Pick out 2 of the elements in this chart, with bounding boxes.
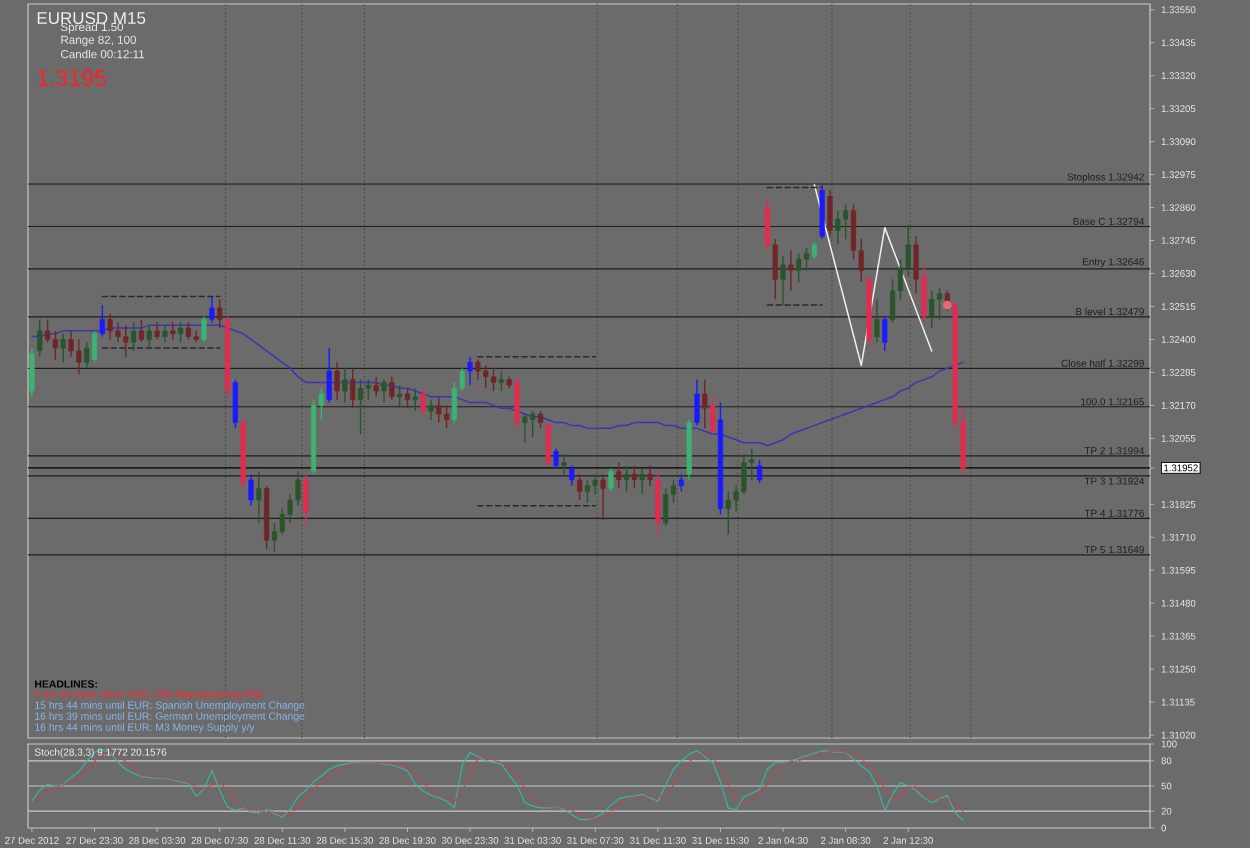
annotation: 1.3195 [38,69,106,87]
chart-title: EURUSD M15 [37,11,146,25]
